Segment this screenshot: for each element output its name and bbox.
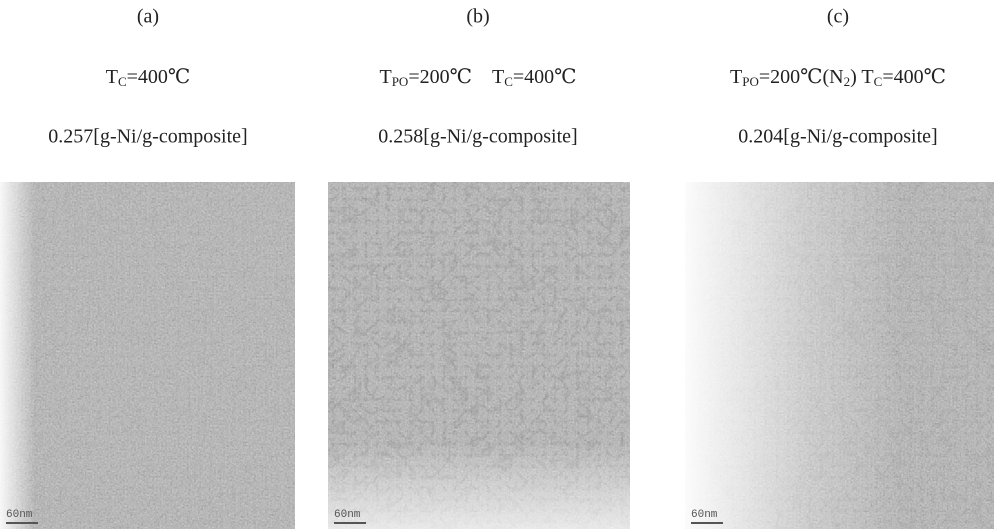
- tem-image: [685, 182, 994, 529]
- subscript: PO: [742, 74, 759, 89]
- condition-text: ) T: [850, 66, 874, 88]
- panel-label: (b): [466, 6, 489, 28]
- condition-text: T: [379, 66, 391, 88]
- panel-label: (a): [137, 6, 159, 28]
- image-fade: [0, 182, 295, 529]
- subscript: C: [118, 74, 127, 89]
- condition: TPO=200℃(N2) TC=400℃: [730, 66, 946, 89]
- scale-label: 60nm: [6, 509, 33, 521]
- condition-text: T: [106, 66, 118, 88]
- condition-text: =400℃: [882, 66, 946, 88]
- tem-image: [328, 182, 630, 529]
- panel-label: (c): [827, 6, 849, 28]
- scale-label: 60nm: [691, 509, 718, 521]
- tem-image: [0, 182, 295, 529]
- loading: 0.257[g-Ni/g-composite]: [48, 126, 247, 148]
- image-fade: [328, 182, 630, 529]
- subscript: C: [504, 74, 513, 89]
- loading: 0.204[g-Ni/g-composite]: [738, 126, 937, 148]
- condition-text: =400℃: [513, 66, 577, 88]
- condition-text: =400℃: [127, 66, 191, 88]
- condition: TC=400℃: [106, 66, 191, 89]
- condition-text: T: [730, 66, 742, 88]
- image-fade: [685, 182, 994, 529]
- subscript: 2: [844, 74, 851, 89]
- scale-label: 60nm: [334, 509, 361, 521]
- loading: 0.258[g-Ni/g-composite]: [378, 126, 577, 148]
- condition-text: =200℃(N: [759, 66, 844, 88]
- subscript: PO: [392, 74, 409, 89]
- condition-text: =200℃ T: [408, 66, 504, 88]
- condition: TPO=200℃ TC=400℃: [379, 66, 576, 89]
- subscript: C: [874, 74, 883, 89]
